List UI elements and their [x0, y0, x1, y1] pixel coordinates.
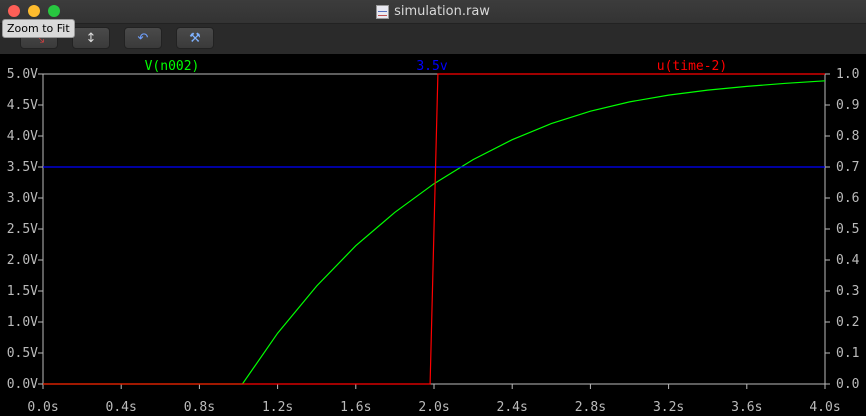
y-right-tick-label: 0.6	[836, 191, 859, 206]
minimize-window-button[interactable]	[28, 5, 40, 17]
y-left-tick-label: 1.0V	[7, 315, 38, 330]
zoom-to-fit-icon: ⤡	[33, 30, 45, 46]
y-right-tick-label: 0.5	[836, 222, 859, 237]
hammer-button[interactable]: ⚒	[176, 27, 214, 49]
x-tick-label: 3.2s	[653, 400, 684, 415]
title-bar: simulation.raw	[0, 0, 866, 24]
y-left-tick-label: 1.5V	[7, 284, 38, 299]
y-left-tick-label: 0.0V	[7, 377, 38, 392]
y-right-tick-label: 0.7	[836, 160, 859, 175]
window-title-wrap: simulation.raw	[0, 0, 866, 23]
x-tick-label: 4.0s	[809, 400, 840, 415]
y-right-tick-label: 0.3	[836, 284, 859, 299]
x-tick-label: 3.6s	[731, 400, 762, 415]
undo-zoom-icon: ↶	[137, 30, 149, 46]
autorange-icon: ↕	[85, 30, 97, 46]
legend-u-time-2: u(time-2)	[657, 59, 727, 74]
y-right-tick-label: 0.0	[836, 377, 859, 392]
y-left-tick-label: 3.5V	[7, 160, 38, 175]
window-title: simulation.raw	[394, 4, 490, 19]
maximize-window-button[interactable]	[48, 5, 60, 17]
x-tick-label: 0.8s	[184, 400, 215, 415]
y-left-tick-label: 3.0V	[7, 191, 38, 206]
y-right-tick-label: 0.4	[836, 253, 860, 268]
x-tick-label: 0.0s	[27, 400, 58, 415]
series-2-line	[43, 73, 825, 385]
hammer-icon: ⚒	[189, 30, 201, 46]
x-tick-label: 2.8s	[575, 400, 606, 415]
x-tick-label: 1.2s	[262, 400, 293, 415]
y-left-tick-label: 5.0V	[7, 67, 38, 82]
y-left-tick-label: 2.0V	[7, 253, 38, 268]
y-left-tick-label: 0.5V	[7, 346, 38, 361]
x-tick-label: 0.4s	[106, 400, 137, 415]
x-tick-label: 2.0s	[418, 400, 449, 415]
waveform-document-icon	[376, 4, 390, 19]
y-right-tick-label: 0.9	[836, 98, 859, 113]
y-right-tick-label: 0.8	[836, 129, 859, 144]
y-left-tick-label: 2.5V	[7, 222, 38, 237]
toolbar: ⤡ ↕ ↶ ⚒	[0, 24, 866, 54]
y-right-tick-label: 1.0	[836, 67, 859, 82]
plot-traces	[43, 73, 826, 385]
plot-axes: 0.0s 0.4s 0.8s 1.2s 1.6s 2.0s 2.4s 2.8s 3.2s 3.6s…	[7, 67, 860, 415]
x-tick-label: 2.4s	[497, 400, 528, 415]
x-tick-label: 1.6s	[340, 400, 371, 415]
legend-3-5v: 3.5v	[416, 59, 447, 74]
y-right-tick-label: 0.1	[836, 346, 859, 361]
y-left-tick-label: 4.5V	[7, 98, 38, 113]
autorange-button[interactable]: ↕	[72, 27, 110, 49]
y-left-tick-label: 4.0V	[7, 129, 38, 144]
legend-v-n002: V(n002)	[145, 59, 200, 74]
close-window-button[interactable]	[8, 5, 20, 17]
y-right-tick-label: 0.2	[836, 315, 859, 330]
undo-zoom-button[interactable]: ↶	[124, 27, 162, 49]
tooltip: Zoom to Fit	[2, 19, 75, 38]
waveform-plot[interactable]: 0.0s 0.4s 0.8s 1.2s 1.6s 2.0s 2.4s 2.8s 3.2s 3.6s…	[0, 54, 866, 416]
